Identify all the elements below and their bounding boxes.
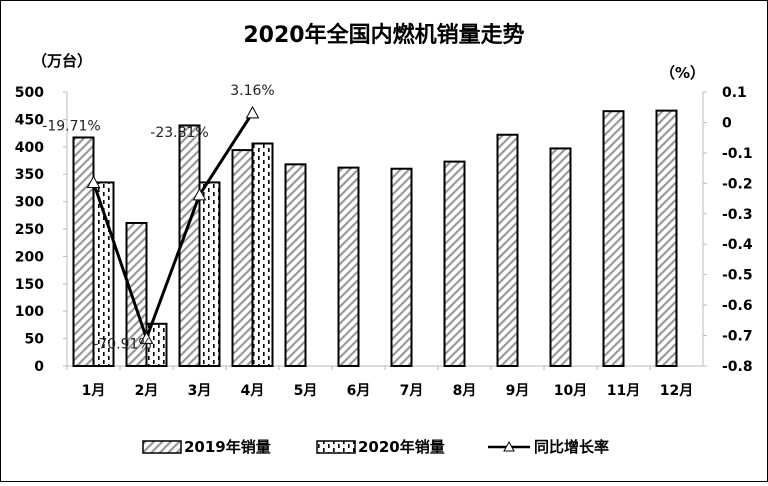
- legend-triangle-marker: [503, 440, 515, 452]
- bar-2019-10: [549, 147, 572, 367]
- left-tick-label: 350: [15, 167, 44, 183]
- bar-2019-2: [125, 221, 148, 367]
- x-tick-label: 12月: [660, 383, 693, 399]
- x-tick-label: 2月: [135, 383, 159, 399]
- left-tick-label: 200: [15, 249, 44, 265]
- bar-2019-5: [284, 163, 307, 367]
- left-axis-unit: （万台）: [32, 52, 92, 70]
- bar-2019-4: [231, 149, 254, 367]
- growth-marker-2: [139, 331, 154, 344]
- x-tick-label: 3月: [188, 383, 212, 399]
- bar-2019-12: [655, 109, 678, 367]
- left-tick-label: 400: [15, 140, 44, 156]
- left-tick-label: 450: [15, 112, 44, 128]
- x-tick-label: 6月: [347, 383, 371, 399]
- bar-2019-11: [602, 110, 625, 368]
- x-tick-label: 11月: [607, 383, 640, 399]
- right-tick-label: -0.8: [722, 359, 753, 375]
- x-tick-label: 9月: [506, 383, 530, 399]
- legend-label-growth: 同比增长率: [534, 438, 609, 456]
- x-tick-label: 10月: [554, 383, 587, 399]
- x-tick-label: 5月: [294, 383, 318, 399]
- legend-swatch-2019: [142, 440, 182, 454]
- right-axis-unit: （%）: [660, 64, 705, 82]
- bar-2019-7: [390, 167, 413, 367]
- right-tick-label: 0.1: [722, 85, 747, 101]
- growth-data-label: -70.91%: [93, 336, 151, 352]
- legend: 2019年销量 2020年销量 同比增长率: [142, 438, 609, 456]
- left-tick-label: 150: [15, 277, 44, 293]
- right-tick-label: -0.2: [722, 176, 753, 192]
- bar-2019-8: [443, 160, 466, 367]
- growth-data-label: -19.71%: [42, 118, 100, 134]
- bar-2019-3: [178, 124, 201, 368]
- left-tick-label: 300: [15, 195, 44, 211]
- x-tick-label: 7月: [400, 383, 424, 399]
- right-tick-label: 0: [722, 115, 732, 131]
- x-tick-label: 4月: [241, 383, 265, 399]
- legend-swatch-2020: [316, 440, 356, 454]
- left-tick-label: 50: [25, 332, 45, 348]
- growth-rate-line: [92, 112, 254, 343]
- legend-label-2019: 2019年销量: [184, 438, 271, 456]
- x-tick-label: 1月: [82, 383, 106, 399]
- bar-2020-3: [198, 181, 221, 367]
- growth-marker-3: [192, 187, 207, 201]
- right-tick-label: -0.6: [722, 298, 753, 314]
- bar-2019-1: [72, 136, 95, 367]
- right-tick-label: -0.7: [722, 329, 753, 345]
- right-tick-label: -0.3: [722, 207, 753, 223]
- bar-2019-6: [337, 166, 360, 367]
- left-tick-label: 500: [15, 85, 44, 101]
- growth-marker-4: [245, 105, 260, 119]
- right-tick-label: -0.5: [722, 268, 753, 284]
- chart-title: 2020年全国内燃机销量走势: [243, 22, 524, 48]
- right-tick-label: -0.4: [722, 237, 753, 253]
- x-tick-label: 8月: [453, 383, 477, 399]
- left-tick-label: 250: [15, 222, 44, 238]
- left-tick-label: 100: [15, 304, 44, 320]
- legend-label-2020: 2020年销量: [358, 438, 445, 456]
- growth-data-label: 3.16%: [230, 83, 274, 99]
- growth-marker-1: [86, 175, 101, 188]
- bar-2020-4: [251, 142, 274, 367]
- left-tick-label: 0: [34, 359, 44, 375]
- bar-2019-9: [496, 133, 519, 367]
- right-tick-label: -0.1: [722, 146, 753, 162]
- growth-data-label: -23.81%: [150, 125, 208, 141]
- bar-2020-2: [145, 322, 168, 367]
